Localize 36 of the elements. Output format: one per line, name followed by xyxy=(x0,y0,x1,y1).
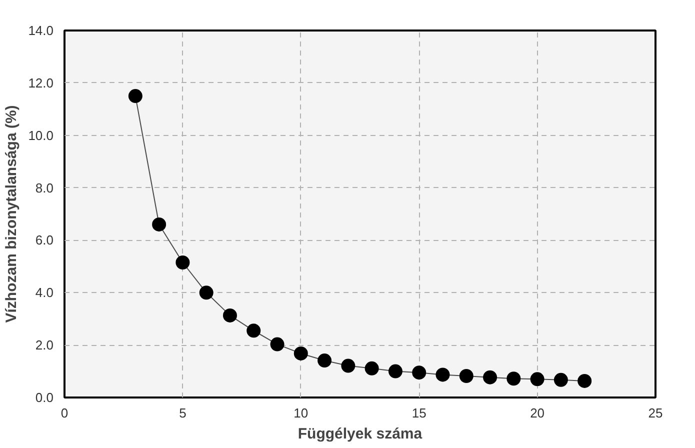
x-tick-label: 15 xyxy=(412,406,426,420)
y-tick-label: 12.0 xyxy=(28,75,54,90)
y-tick-label: 8.0 xyxy=(35,180,54,196)
y-tick-label: 10.0 xyxy=(28,128,54,143)
x-tick-label: 0 xyxy=(60,406,68,420)
point xyxy=(506,372,521,386)
x-axis-title: Függélyek száma xyxy=(298,426,423,442)
x-tick-label: 20 xyxy=(530,406,545,420)
x-tick-label: 10 xyxy=(294,406,308,420)
y-tick-label: 14.0 xyxy=(28,23,54,38)
point xyxy=(294,346,308,360)
y-tick-label: 4.0 xyxy=(35,285,54,300)
point xyxy=(270,337,284,352)
point xyxy=(412,366,426,380)
y-tick-label: 2.0 xyxy=(35,338,54,353)
point xyxy=(128,89,142,104)
point xyxy=(176,256,190,270)
point xyxy=(199,286,214,300)
y-axis-title: Vízhozam bizonytalansága (%) xyxy=(3,105,20,323)
point xyxy=(364,361,379,376)
point xyxy=(222,308,237,322)
point xyxy=(459,369,474,383)
point xyxy=(152,218,166,232)
x-tick-label: 5 xyxy=(179,406,186,420)
point xyxy=(246,324,261,338)
x-tick-label: 25 xyxy=(648,406,663,420)
y-tick-label: 0.0 xyxy=(35,390,54,405)
point xyxy=(388,364,402,378)
point xyxy=(341,358,356,373)
point xyxy=(578,374,592,388)
point xyxy=(530,372,544,386)
point xyxy=(318,354,332,368)
point xyxy=(436,368,450,382)
point xyxy=(483,370,498,384)
y-tick-label: 6.0 xyxy=(35,232,54,248)
point xyxy=(554,372,568,387)
